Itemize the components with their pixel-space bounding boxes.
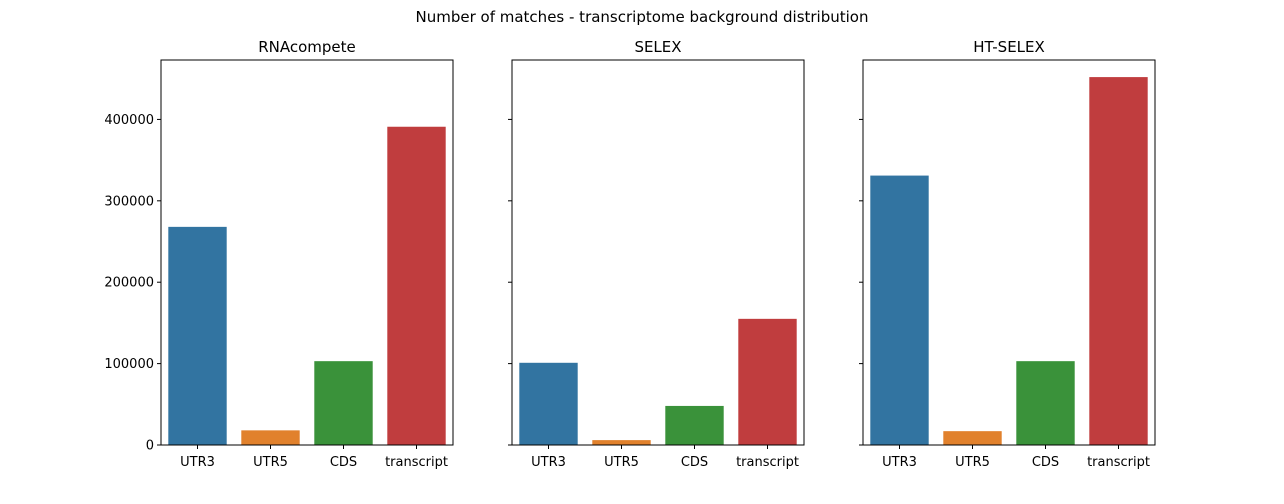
bar-utr5 <box>943 431 1002 445</box>
bar-utr5 <box>241 430 300 445</box>
y-tick-label: 400000 <box>104 113 154 128</box>
x-tick-label: transcript <box>736 455 799 470</box>
bar-transcript <box>738 318 797 445</box>
chart-panel-selex: SELEX UTR3 UTR5 CDS transcript <box>508 38 805 470</box>
chart-panel-rnacompete: RNAcompete 0 100000 200000 300000 400000 UTR3 U… <box>104 38 454 470</box>
bar-utr5 <box>592 440 651 445</box>
bar-cds <box>665 405 724 445</box>
bar-cds <box>314 361 373 445</box>
axes-frame <box>511 59 805 446</box>
bar-utr3 <box>519 362 578 445</box>
x-tick-label: UTR5 <box>253 455 288 470</box>
x-tick-label: UTR5 <box>604 455 639 470</box>
bar-cds <box>1016 361 1075 445</box>
y-tick-label: 200000 <box>104 276 154 291</box>
x-tick-label: CDS <box>1032 455 1059 470</box>
axes-frame <box>160 59 454 446</box>
panel-title: RNAcompete <box>258 38 356 56</box>
y-tick-label: 100000 <box>104 357 154 372</box>
x-tick-label: transcript <box>385 455 448 470</box>
x-tick-label: UTR3 <box>882 455 917 470</box>
bar-utr3 <box>870 175 929 445</box>
x-tick-label: CDS <box>681 455 708 470</box>
x-tick-label: transcript <box>1087 455 1150 470</box>
bar-transcript <box>1089 77 1148 446</box>
x-tick-label: UTR3 <box>531 455 566 470</box>
panel-title: SELEX <box>634 38 681 56</box>
x-tick-label: CDS <box>330 455 357 470</box>
y-tick-label: 300000 <box>104 194 154 209</box>
chart-panel-ht-selex: HT-SELEX UTR3 UTR5 CDS transcript <box>859 38 1156 470</box>
bar-utr3 <box>168 226 227 445</box>
x-tick-label: UTR5 <box>955 455 990 470</box>
figure-title: Number of matches - transcriptome backgr… <box>416 8 869 26</box>
panel-title: HT-SELEX <box>973 38 1045 56</box>
y-tick-label: 0 <box>146 439 154 454</box>
x-tick-label: UTR3 <box>180 455 215 470</box>
bar-transcript <box>387 126 446 445</box>
axes-frame <box>862 59 1156 446</box>
